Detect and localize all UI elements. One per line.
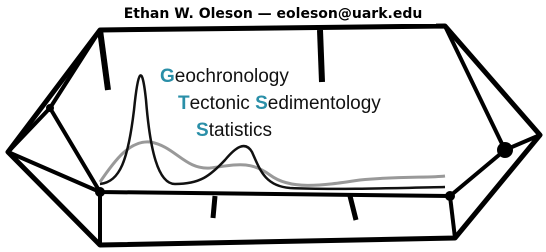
header-text: Ethan W. Oleson — eoleson@uark.edu: [124, 6, 423, 22]
banner: Ethan W. Oleson — eoleson@uark.edu Geoch…: [0, 0, 546, 252]
topic-line: Statistics: [196, 120, 272, 141]
topic-line: Tectonic Sedimentology: [178, 93, 381, 114]
word-rest: eochronology: [175, 66, 290, 87]
topic-line: Geochronology: [160, 66, 289, 87]
initial-letter: T: [178, 93, 190, 114]
word-rest: ectonic: [190, 93, 255, 114]
initial-letter: G: [160, 66, 175, 87]
word-rest: tatistics: [209, 120, 272, 141]
initial-letter: S: [255, 93, 268, 114]
page: Ethan W. Oleson — eoleson@uark.edu Geoch…: [0, 0, 546, 252]
crystal: [8, 26, 540, 245]
word-rest: edimentology: [268, 93, 382, 114]
initial-letter: S: [196, 120, 209, 141]
